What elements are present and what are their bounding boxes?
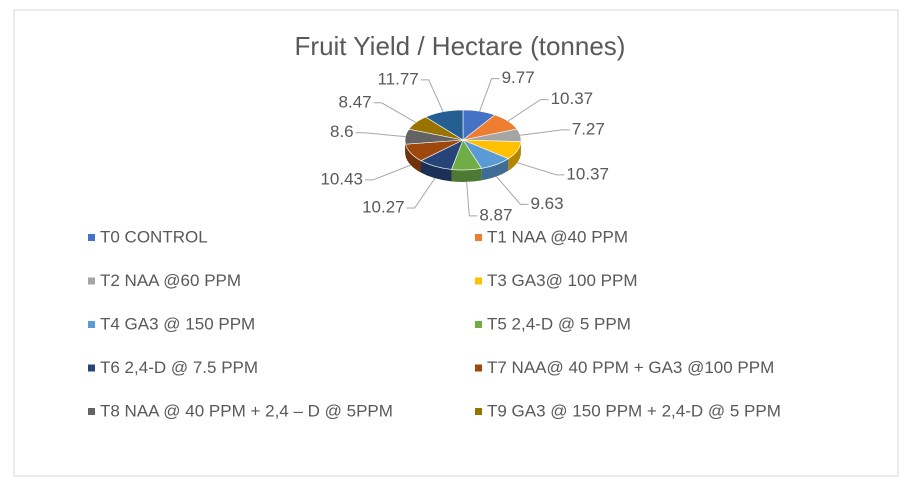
data-label: 10.27 <box>362 197 405 216</box>
legend-label: T7 NAA@ 40 PPM + GA3 @100 PPM <box>487 358 774 377</box>
legend-swatch <box>475 278 482 285</box>
legend-label: T8 NAA @ 40 PPM + 2,4 – D @ 5PPM <box>100 401 393 420</box>
legend-swatch <box>475 321 482 328</box>
data-label: 8.87 <box>479 205 512 224</box>
legend-swatch <box>88 321 95 328</box>
data-label: 10.37 <box>551 89 594 108</box>
legend-label: T4 GA3 @ 150 PPM <box>100 314 255 333</box>
legend-swatch <box>475 234 482 241</box>
legend-swatch <box>475 365 482 372</box>
legend-swatch <box>88 234 95 241</box>
data-label: 10.37 <box>566 164 609 183</box>
legend-label: T6 2,4-D @ 7.5 PPM <box>100 358 258 377</box>
legend-label: T2 NAA @60 PPM <box>100 271 241 290</box>
data-label: 8.6 <box>330 122 354 141</box>
legend-label: T3 GA3@ 100 PPM <box>487 271 638 290</box>
data-label: 9.77 <box>502 68 535 87</box>
data-label: 7.27 <box>572 119 605 138</box>
slice-side <box>451 168 481 182</box>
data-label: 10.43 <box>320 169 363 188</box>
chart-title: Fruit Yield / Hectare (tonnes) <box>295 31 626 61</box>
legend-label: T0 CONTROL <box>100 227 208 246</box>
legend-label: T1 NAA @40 PPM <box>487 227 628 246</box>
legend-swatch <box>88 365 95 372</box>
legend-label: T5 2,4-D @ 5 PPM <box>487 314 631 333</box>
data-label: 11.77 <box>377 69 418 88</box>
legend-swatch <box>88 278 95 285</box>
legend-label: T9 GA3 @ 150 PPM + 2,4-D @ 5 PPM <box>487 401 781 420</box>
legend-swatch <box>88 408 95 415</box>
data-label: 9.63 <box>530 194 563 213</box>
legend-swatch <box>475 408 482 415</box>
data-label: 8.47 <box>339 92 372 111</box>
